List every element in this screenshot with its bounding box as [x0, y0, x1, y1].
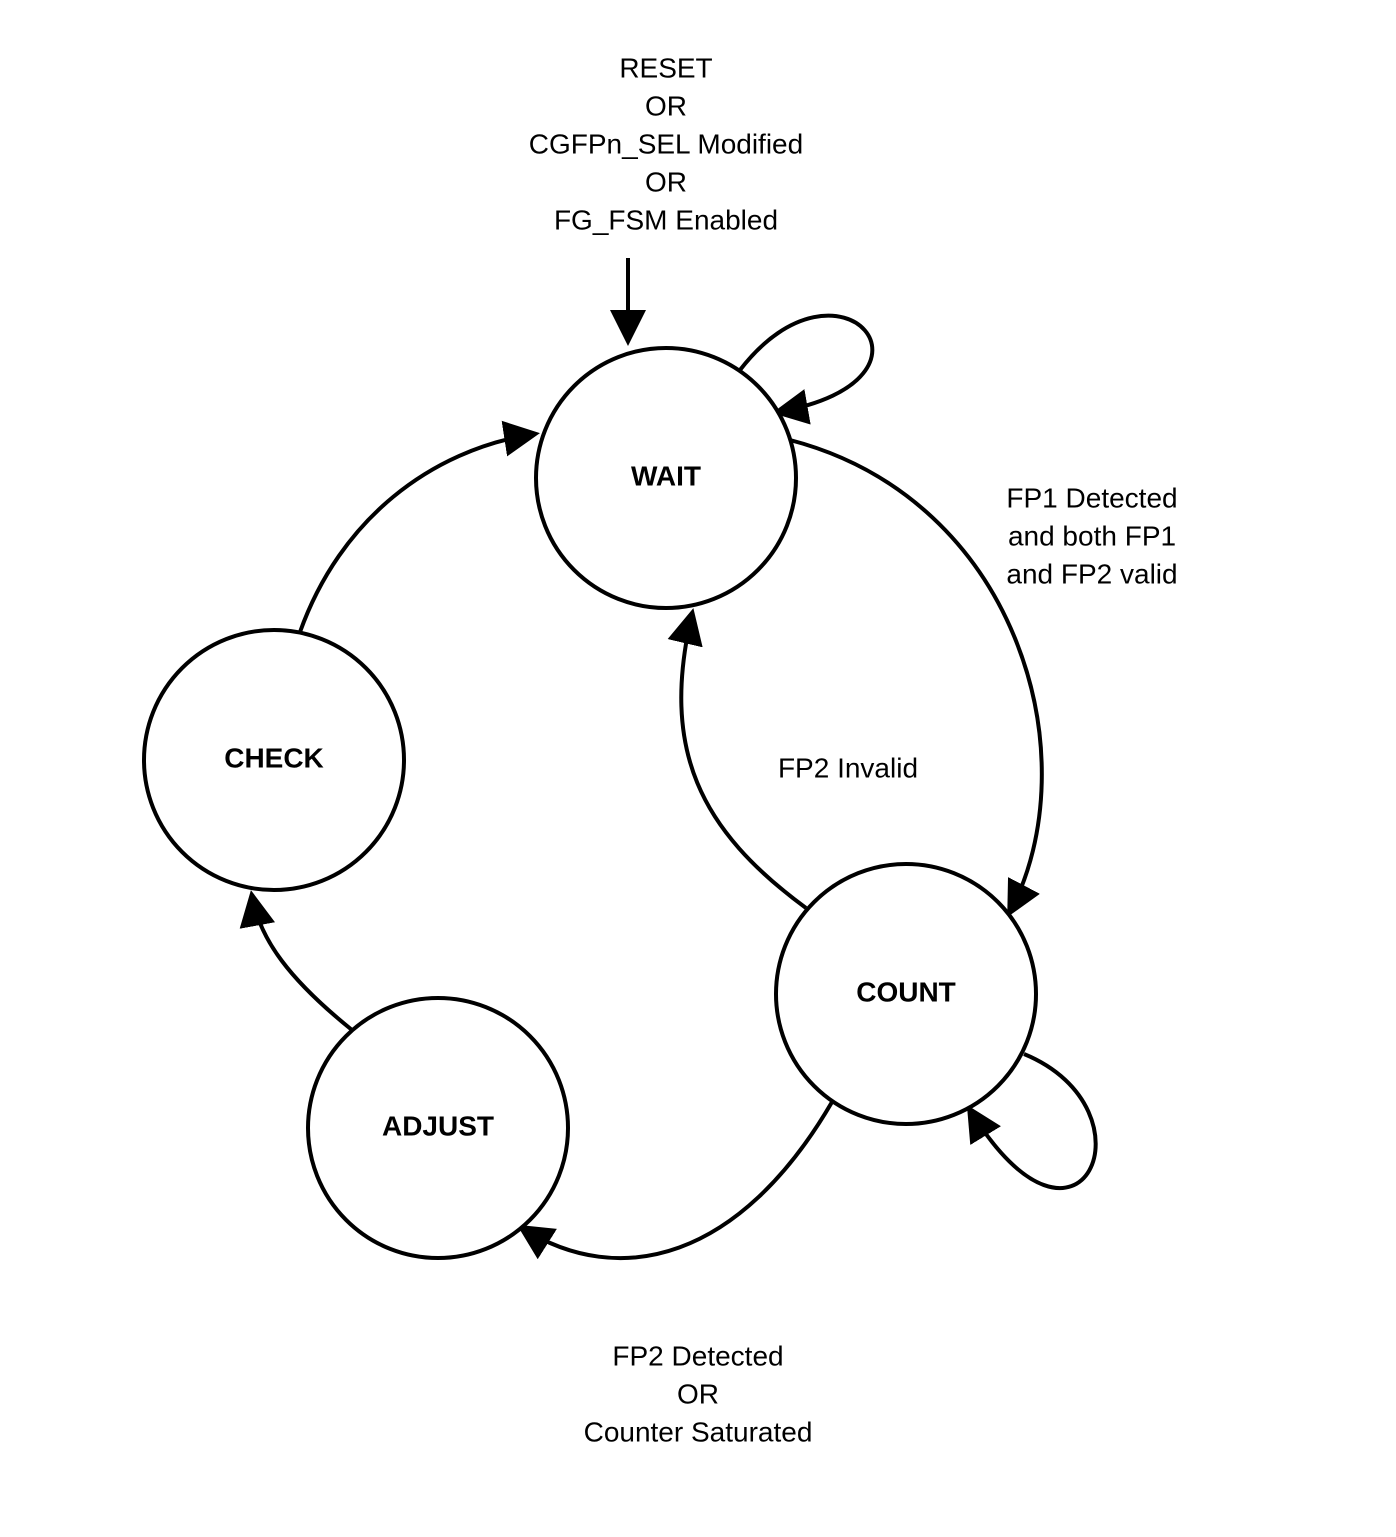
svg-text:OR: OR	[645, 166, 687, 197]
fsm-diagram: WAIT CHECK COUNT ADJUST RESET OR CGFPn_S…	[0, 0, 1396, 1537]
svg-text:and FP2 valid: and FP2 valid	[1006, 558, 1177, 589]
state-wait: WAIT	[536, 348, 796, 608]
svg-text:OR: OR	[677, 1378, 719, 1409]
svg-text:CGFPn_SEL Modified: CGFPn_SEL Modified	[529, 128, 803, 159]
fsm-svg: WAIT CHECK COUNT ADJUST RESET OR CGFPn_S…	[0, 0, 1396, 1537]
state-check: CHECK	[144, 630, 404, 890]
entry-label: RESET OR CGFPn_SEL Modified OR FG_FSM En…	[529, 52, 803, 235]
svg-text:Counter Saturated: Counter Saturated	[584, 1416, 813, 1447]
edge-wait-to-count	[790, 440, 1042, 912]
state-count: COUNT	[776, 864, 1036, 1124]
edge-check-to-wait	[300, 434, 534, 632]
state-adjust-label: ADJUST	[382, 1110, 494, 1141]
label-count-to-adjust: FP2 Detected OR Counter Saturated	[584, 1340, 813, 1447]
state-wait-label: WAIT	[631, 460, 701, 491]
svg-text:FP1 Detected: FP1 Detected	[1006, 482, 1177, 513]
edge-adjust-to-check	[252, 896, 352, 1030]
svg-text:FP2 Invalid: FP2 Invalid	[778, 752, 918, 783]
svg-text:FG_FSM Enabled: FG_FSM Enabled	[554, 204, 778, 235]
state-check-label: CHECK	[224, 742, 324, 773]
svg-text:RESET: RESET	[619, 52, 712, 83]
svg-text:OR: OR	[645, 90, 687, 121]
label-count-to-wait: FP2 Invalid	[778, 752, 918, 783]
svg-text:FP2 Detected: FP2 Detected	[612, 1340, 783, 1371]
svg-text:and both FP1: and both FP1	[1008, 520, 1176, 551]
state-count-label: COUNT	[856, 976, 956, 1007]
label-wait-to-count: FP1 Detected and both FP1 and FP2 valid	[1006, 482, 1177, 589]
state-adjust: ADJUST	[308, 998, 568, 1258]
